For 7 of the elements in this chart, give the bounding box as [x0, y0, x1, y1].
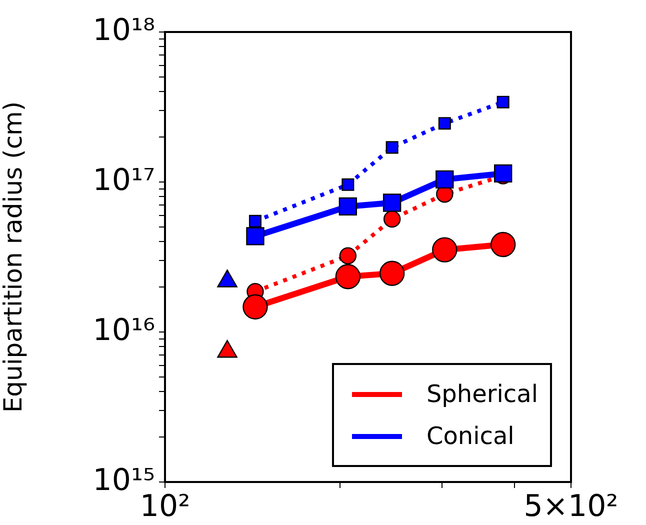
y-tick-label: 10¹⁷ — [92, 162, 155, 198]
x-tick-label: 5×10² — [524, 488, 618, 524]
legend-label: Conical — [426, 422, 514, 450]
y-tick-label: 10¹⁸ — [92, 12, 155, 48]
y-tick-label: 10¹⁶ — [92, 312, 155, 348]
y-axis-title: Equipartition radius (cm) — [0, 101, 28, 413]
legend-label: Spherical — [426, 380, 538, 408]
